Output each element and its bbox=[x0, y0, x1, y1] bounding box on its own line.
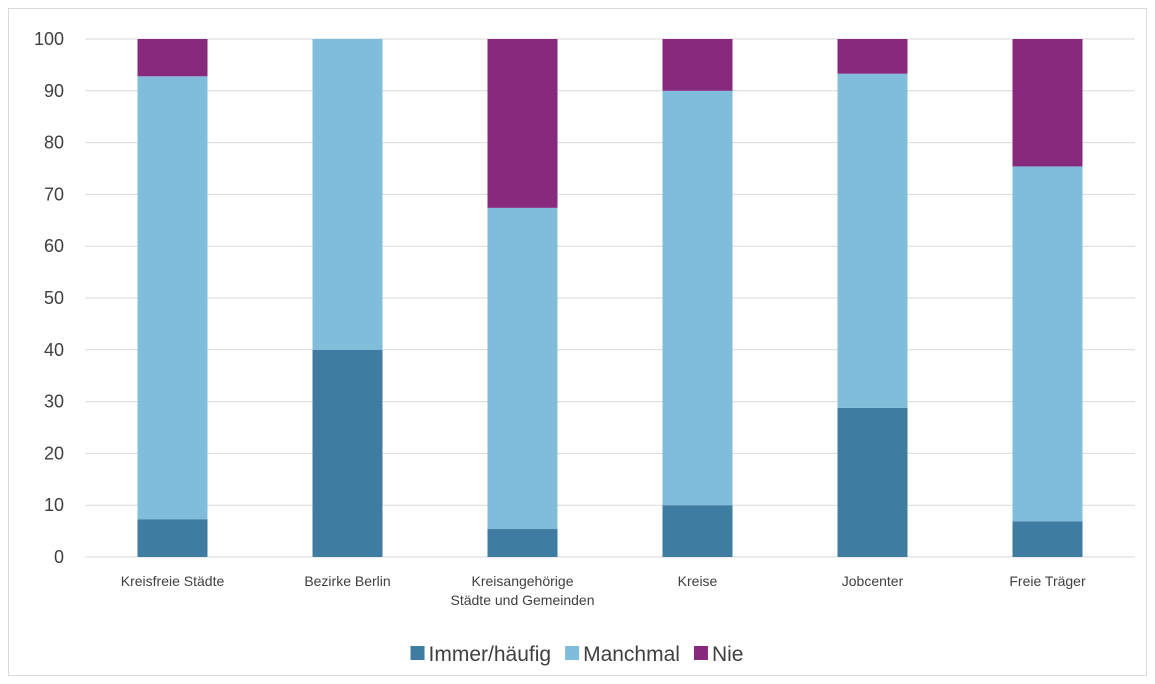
bar-segment bbox=[137, 39, 208, 77]
y-tick-label: 20 bbox=[44, 443, 64, 463]
bar-segment bbox=[487, 207, 558, 530]
bar-segment bbox=[137, 519, 208, 557]
y-tick-label: 90 bbox=[44, 81, 64, 101]
legend-swatch bbox=[410, 646, 425, 660]
legend-swatch bbox=[565, 646, 580, 660]
bar-segment bbox=[487, 529, 558, 557]
bar-segment bbox=[312, 349, 383, 557]
legend-label: Immer/häufig bbox=[429, 643, 552, 666]
bars bbox=[137, 39, 1083, 557]
y-tick-label: 100 bbox=[34, 29, 64, 49]
y-tick-label: 50 bbox=[44, 288, 64, 308]
x-tick-label: Kreise bbox=[678, 573, 718, 589]
legend-swatch bbox=[693, 646, 708, 660]
bar-segment bbox=[662, 90, 733, 506]
legend-label: Manchmal bbox=[583, 643, 680, 666]
x-tick-label: Kreisfreie Städte bbox=[121, 573, 225, 589]
bar-segment bbox=[662, 39, 733, 91]
y-tick-label: 30 bbox=[44, 392, 64, 412]
y-tick-label: 0 bbox=[54, 547, 64, 567]
legend: Immer/häufig Manchmal Nie bbox=[410, 643, 744, 666]
y-tick-label: 40 bbox=[44, 340, 64, 360]
bar-segment bbox=[837, 407, 908, 557]
legend-label: Nie bbox=[712, 643, 744, 666]
bar-segment bbox=[837, 39, 908, 74]
bar-segment bbox=[137, 76, 208, 520]
x-tick-label: Bezirke Berlin bbox=[304, 573, 390, 589]
x-axis-labels: Kreisfreie Städte Bezirke Berlin Kreisange… bbox=[121, 573, 1086, 608]
x-tick-label: Jobcenter bbox=[842, 573, 904, 589]
bar-segment bbox=[1012, 166, 1083, 522]
y-tick-label: 80 bbox=[44, 133, 64, 153]
gridlines bbox=[85, 38, 1135, 558]
bar-segment bbox=[1012, 521, 1083, 557]
x-tick-label: Kreisangehörige bbox=[472, 573, 574, 589]
y-tick-label: 70 bbox=[44, 184, 64, 204]
y-tick-label: 60 bbox=[44, 236, 64, 256]
bar-segment bbox=[662, 505, 733, 557]
bar-segment bbox=[1012, 39, 1083, 167]
y-axis-ticks: 0 10 20 30 40 50 60 70 80 90 100 bbox=[34, 29, 64, 567]
x-tick-label: Städte und Gemeinden bbox=[451, 592, 595, 608]
x-tick-label: Freie Träger bbox=[1009, 573, 1086, 589]
bar-segment bbox=[312, 39, 383, 350]
bar-segment bbox=[487, 39, 558, 208]
bar-segment bbox=[837, 73, 908, 408]
y-tick-label: 10 bbox=[44, 495, 64, 515]
